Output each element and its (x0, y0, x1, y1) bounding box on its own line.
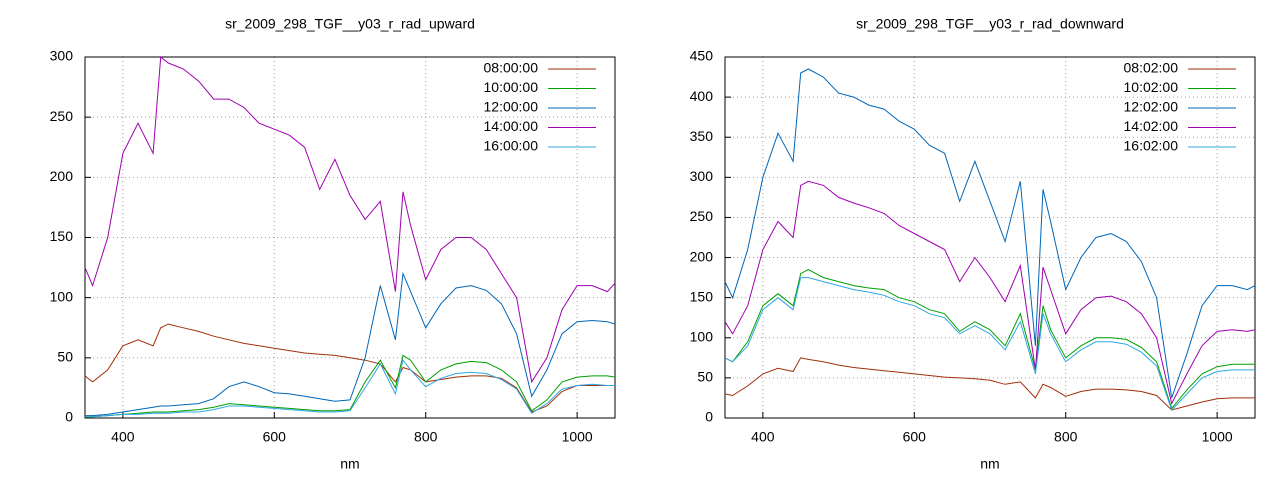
series-line (85, 271, 616, 417)
x-tick-label: 400 (111, 429, 135, 445)
x-axis-label: nm (340, 456, 359, 472)
legend-label: 14:00:00 (484, 118, 539, 134)
y-tick-label: 250 (50, 108, 74, 124)
series-line (85, 354, 616, 418)
legend-label: 12:02:00 (1124, 99, 1179, 115)
y-tick-label: 50 (697, 369, 713, 385)
plot-frame (84, 56, 616, 419)
y-tick-label: 350 (690, 128, 714, 144)
y-tick-label: 400 (690, 88, 714, 104)
x-tick-label: 600 (263, 429, 287, 445)
y-tick-label: 450 (690, 48, 714, 64)
legend-label: 10:02:00 (1124, 79, 1179, 95)
series-line (724, 180, 1256, 406)
chart-title: sr_2009_298_TGF__y03_r_rad_downward (856, 16, 1124, 32)
x-tick-label: 400 (751, 429, 775, 445)
y-tick-label: 150 (690, 288, 714, 304)
y-tick-label: 0 (65, 409, 73, 425)
legend-label: 10:00:00 (484, 79, 539, 95)
y-tick-label: 300 (50, 48, 74, 64)
y-tick-label: 100 (690, 328, 714, 344)
plot-frame (724, 56, 1256, 419)
y-tick-label: 200 (50, 168, 74, 184)
chart-title: sr_2009_298_TGF__y03_r_rad_upward (225, 16, 475, 32)
legend-label: 14:02:00 (1124, 118, 1179, 134)
series-line (724, 269, 1255, 410)
legend-label: 12:00:00 (484, 99, 539, 115)
series-line (724, 357, 1255, 411)
x-axis-label: nm (980, 456, 999, 472)
x-tick-label: 800 (1054, 429, 1078, 445)
x-tick-label: 1000 (1202, 429, 1233, 445)
x-tick-label: 800 (414, 429, 438, 445)
y-tick-label: 250 (690, 208, 714, 224)
y-tick-label: 100 (50, 288, 74, 304)
y-tick-label: 300 (690, 168, 714, 184)
legend-label: 08:02:00 (1124, 60, 1179, 76)
legend-label: 16:00:00 (484, 138, 539, 154)
y-tick-label: 0 (705, 409, 713, 425)
x-tick-label: 600 (903, 429, 927, 445)
legend-label: 08:00:00 (484, 60, 539, 76)
legend-label: 16:02:00 (1124, 138, 1179, 154)
series-line (724, 68, 1256, 399)
y-tick-label: 50 (57, 349, 73, 365)
series-line (724, 277, 1255, 411)
series-line (85, 359, 615, 418)
series-line (84, 56, 616, 384)
y-tick-label: 150 (50, 228, 74, 244)
y-tick-label: 200 (690, 248, 714, 264)
x-tick-label: 1000 (562, 429, 593, 445)
series-line (84, 323, 615, 413)
